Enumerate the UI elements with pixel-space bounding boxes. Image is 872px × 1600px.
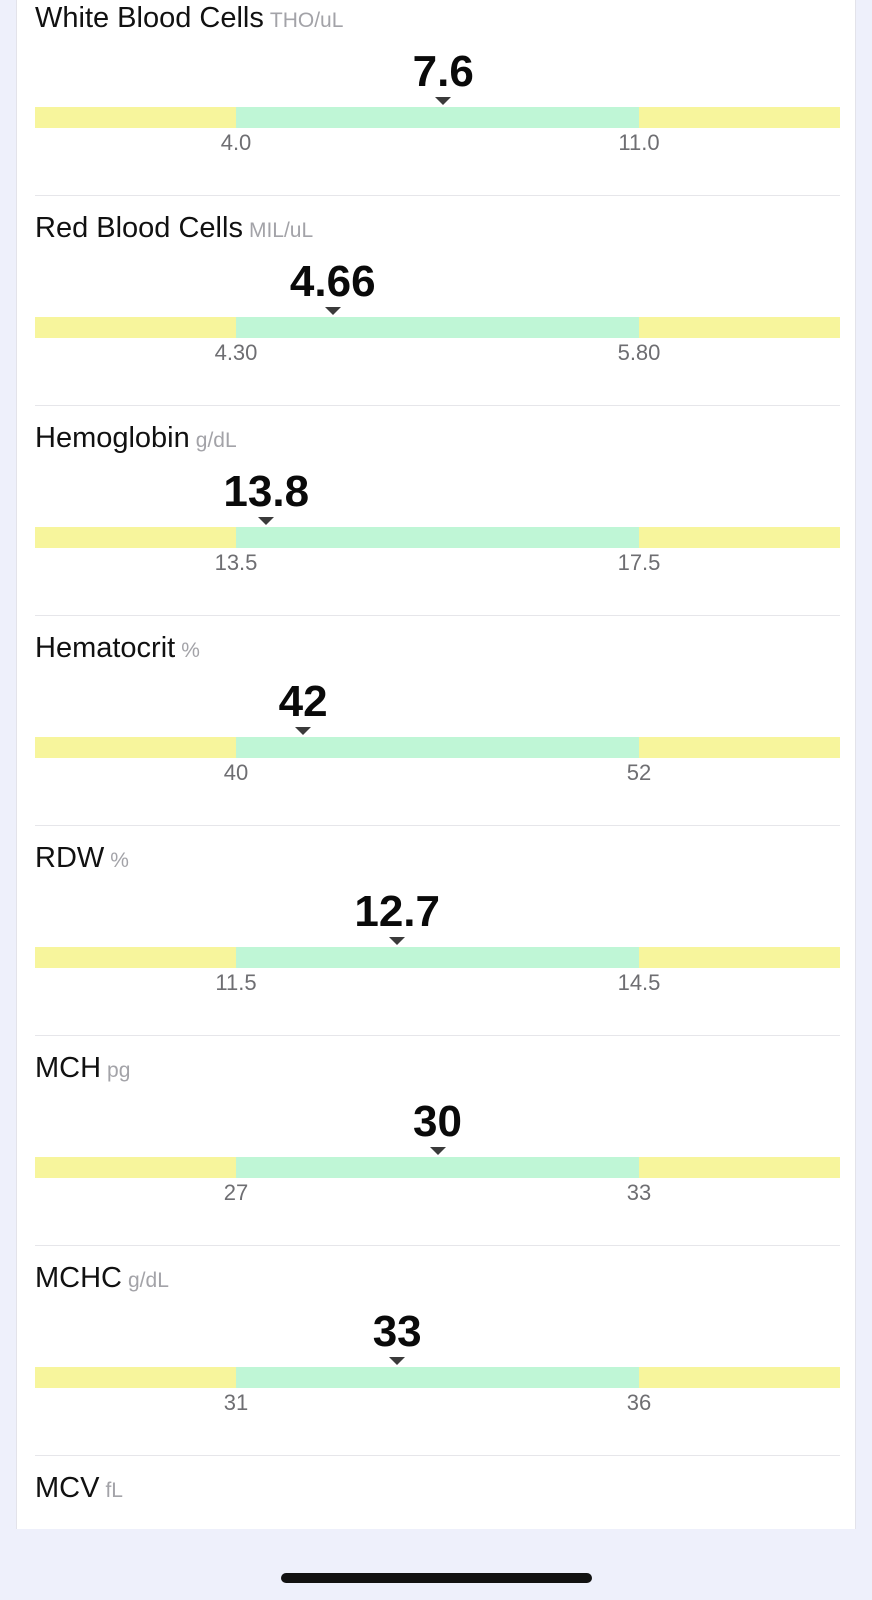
range-high-label: 14.5 (617, 970, 661, 995)
result-row-red-blood-cells[interactable]: Red Blood Cells MIL/uL 4.66 4.30 5.80 (35, 214, 840, 424)
range-low-label: 40 (223, 760, 249, 785)
result-unit: g/dL (195, 429, 237, 452)
row-divider (35, 825, 840, 826)
result-row-mch[interactable]: MCH pg 30 27 33 (35, 1054, 840, 1264)
range-bar-above (639, 527, 840, 548)
value-marker-icon (429, 1147, 446, 1155)
range-low-label: 13.5 (214, 550, 258, 575)
result-title: MCV fL (35, 1474, 123, 1503)
result-unit: THO/uL (269, 9, 344, 32)
value-marker-icon (324, 307, 341, 315)
result-row-rdw[interactable]: RDW% 12.7 11.5 14.5 (35, 844, 840, 1054)
result-name: Red Blood Cells (35, 212, 243, 244)
value-marker-icon (435, 97, 452, 105)
range-high-label: 11.0 (618, 130, 660, 155)
result-unit: MIL/uL (248, 219, 314, 242)
range-bar-normal (236, 1367, 639, 1388)
result-row-hemoglobin[interactable]: Hemoglobin g/dL 13.8 13.5 17.5 (35, 424, 840, 634)
result-title: White Blood Cells THO/uL (35, 4, 343, 33)
range-bar-normal (236, 527, 639, 548)
row-divider (35, 1245, 840, 1246)
range-bar-normal (236, 1157, 639, 1178)
row-divider (35, 405, 840, 406)
range-bar-normal (236, 107, 639, 128)
range-bar-above (639, 947, 840, 968)
range-bar (35, 107, 840, 128)
range-bar (35, 317, 840, 338)
range-bar-normal (236, 317, 639, 338)
range-bar-above (639, 107, 840, 128)
value-marker-icon (389, 1357, 406, 1365)
range-bar (35, 527, 840, 548)
result-unit: g/dL (128, 1269, 169, 1292)
range-bar-below (35, 1157, 236, 1178)
range-low-label: 27 (223, 1180, 249, 1205)
result-unit: % (181, 639, 200, 662)
range-high-label: 36 (626, 1390, 652, 1415)
range-bar-above (639, 737, 840, 758)
result-name: White Blood Cells (35, 2, 264, 34)
range-bar-above (639, 317, 840, 338)
result-unit: fL (105, 1479, 123, 1502)
value-marker-icon (389, 937, 406, 945)
results-card[interactable]: White Blood Cells THO/uL 7.6 4.0 11.0 Red… (16, 0, 856, 1529)
range-low-label: 4.30 (214, 340, 258, 365)
home-indicator[interactable] (281, 1573, 592, 1583)
range-bar-below (35, 527, 236, 548)
result-name: MCV (35, 1472, 100, 1504)
range-bar-above (639, 1157, 840, 1178)
range-low-label: 11.5 (215, 970, 257, 995)
range-bar-below (35, 1367, 236, 1388)
result-name: Hemoglobin (35, 422, 190, 454)
range-bar-below (35, 947, 236, 968)
result-row-mchc[interactable]: MCHC g/dL 33 31 36 (35, 1264, 840, 1474)
result-name: MCH (35, 1052, 102, 1084)
range-high-label: 52 (626, 760, 652, 785)
result-title: Hematocrit% (35, 634, 200, 663)
result-value: 7.6 (412, 47, 474, 96)
range-bar-below (35, 317, 236, 338)
range-low-label: 4.0 (220, 130, 252, 155)
range-bar-below (35, 737, 236, 758)
range-bar-below (35, 107, 236, 128)
result-value: 30 (413, 1097, 462, 1146)
result-name: Hematocrit (35, 632, 176, 664)
result-unit: pg (107, 1059, 131, 1082)
row-divider (35, 1035, 840, 1036)
row-divider (35, 195, 840, 196)
result-name: RDW (35, 842, 105, 874)
result-title: Red Blood Cells MIL/uL (35, 214, 313, 243)
range-high-label: 33 (626, 1180, 652, 1205)
range-low-label: 31 (223, 1390, 249, 1415)
result-title: MCH pg (35, 1054, 130, 1083)
result-value: 12.7 (354, 887, 441, 936)
range-bar-normal (236, 947, 639, 968)
result-title: RDW% (35, 844, 129, 873)
range-bar (35, 1367, 840, 1388)
result-title: MCHC g/dL (35, 1264, 169, 1293)
result-row-mcv[interactable]: MCV fL (35, 1474, 840, 1529)
range-high-label: 5.80 (617, 340, 661, 365)
value-marker-icon (295, 727, 312, 735)
result-row-white-blood-cells[interactable]: White Blood Cells THO/uL 7.6 4.0 11.0 (35, 4, 840, 214)
range-bar-above (639, 1367, 840, 1388)
result-unit: % (110, 849, 129, 872)
range-bar (35, 947, 840, 968)
row-divider (35, 615, 840, 616)
range-bar (35, 1157, 840, 1178)
value-marker-icon (258, 517, 275, 525)
range-bar (35, 737, 840, 758)
result-title: Hemoglobin g/dL (35, 424, 237, 453)
result-value: 42 (278, 677, 328, 726)
range-bar-normal (236, 737, 639, 758)
row-divider (35, 1455, 840, 1456)
range-high-label: 17.5 (617, 550, 661, 575)
result-value: 4.66 (289, 257, 376, 306)
result-value: 33 (372, 1307, 422, 1356)
result-row-hematocrit[interactable]: Hematocrit% 42 40 52 (35, 634, 840, 844)
result-value: 13.8 (223, 467, 310, 516)
result-name: MCHC (35, 1262, 122, 1294)
